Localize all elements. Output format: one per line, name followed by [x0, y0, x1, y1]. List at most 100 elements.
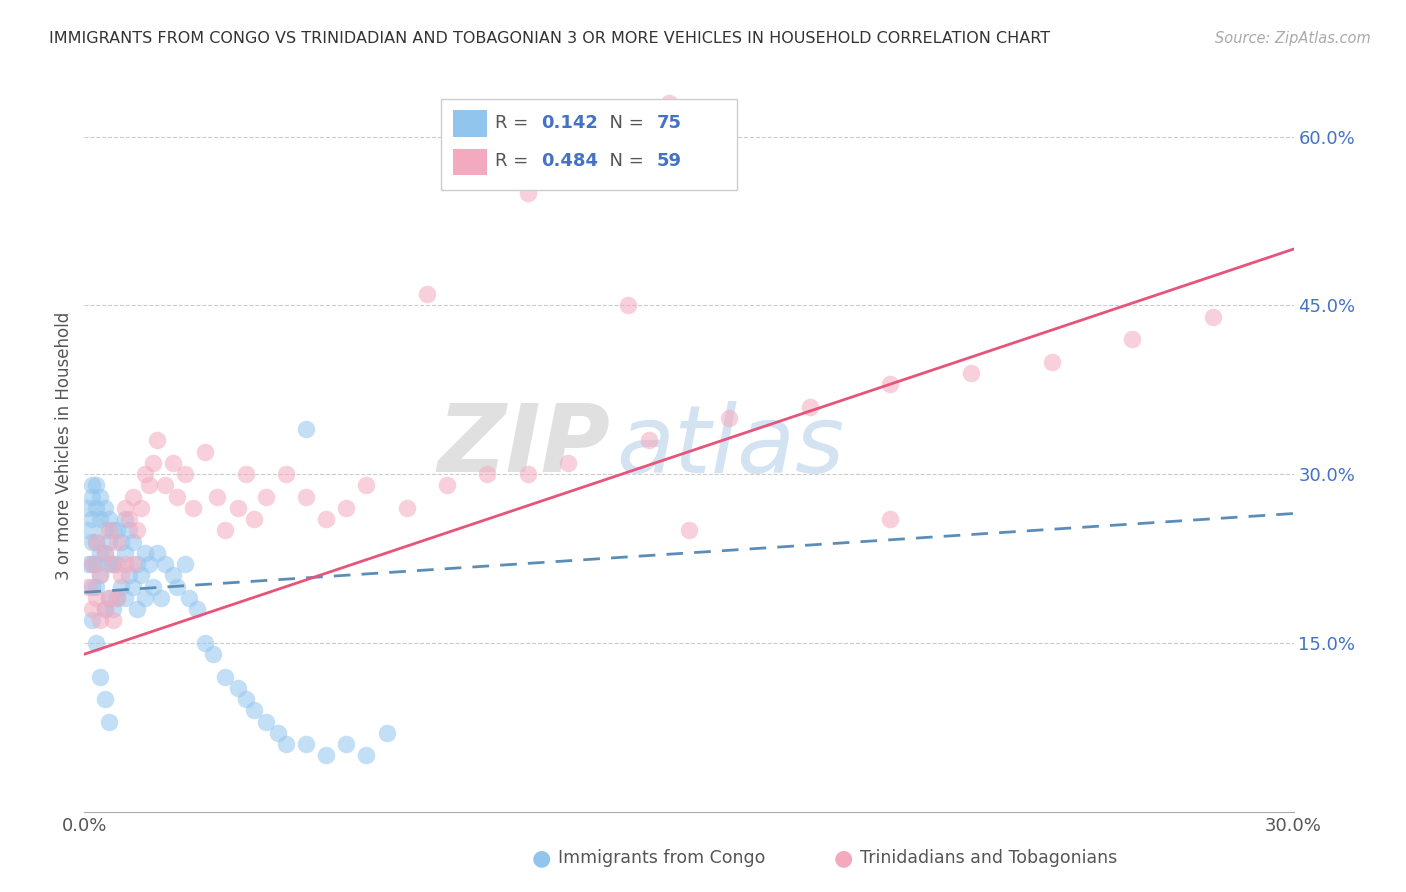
Point — [207, 490, 229, 504]
Point — [235, 692, 257, 706]
Point — [89, 490, 111, 504]
Point — [356, 478, 378, 492]
Point — [114, 546, 136, 560]
Point — [162, 568, 184, 582]
Point — [86, 580, 108, 594]
Point — [86, 534, 108, 549]
Point — [86, 500, 108, 515]
Point — [118, 568, 141, 582]
Text: N =: N = — [599, 113, 650, 132]
Point — [93, 524, 115, 538]
Point — [477, 467, 499, 482]
Point — [1121, 332, 1143, 346]
Point — [121, 557, 143, 571]
Point — [97, 591, 120, 605]
Point — [153, 478, 176, 492]
Point — [226, 500, 249, 515]
Point — [105, 591, 128, 605]
Point — [267, 726, 290, 740]
Point — [77, 524, 100, 538]
Point — [174, 467, 197, 482]
Point — [89, 546, 111, 560]
Point — [186, 602, 208, 616]
Point — [637, 434, 659, 448]
Point — [82, 534, 104, 549]
Point — [356, 748, 378, 763]
Text: N =: N = — [599, 152, 650, 169]
Point — [1040, 354, 1063, 368]
Point — [82, 557, 104, 571]
Point — [105, 557, 128, 571]
Point — [82, 490, 104, 504]
Point — [89, 568, 111, 582]
Point — [335, 737, 357, 751]
Point — [134, 591, 156, 605]
Point — [82, 557, 104, 571]
Point — [97, 714, 120, 729]
Point — [146, 434, 169, 448]
Point — [960, 366, 983, 380]
Point — [101, 602, 124, 616]
Point — [89, 568, 111, 582]
Point — [242, 512, 264, 526]
Text: 0.142: 0.142 — [541, 113, 599, 132]
Point — [254, 714, 277, 729]
Point — [93, 500, 115, 515]
Point — [77, 580, 100, 594]
Point — [93, 692, 115, 706]
Point — [658, 95, 681, 110]
Point — [129, 500, 152, 515]
Point — [718, 410, 741, 425]
Point — [142, 580, 165, 594]
Point — [86, 636, 108, 650]
Point — [77, 557, 100, 571]
Point — [138, 557, 160, 571]
Point — [125, 524, 148, 538]
Point — [97, 557, 120, 571]
Point — [93, 602, 115, 616]
Text: 59: 59 — [657, 152, 682, 169]
Point — [82, 602, 104, 616]
Text: ●: ● — [531, 848, 551, 868]
Point — [110, 534, 132, 549]
Point — [101, 557, 124, 571]
Point — [82, 478, 104, 492]
Point — [110, 580, 132, 594]
Point — [118, 524, 141, 538]
Point — [138, 478, 160, 492]
Point — [118, 512, 141, 526]
Point — [202, 647, 225, 661]
Point — [93, 546, 115, 560]
Point — [174, 557, 197, 571]
Point — [114, 591, 136, 605]
Point — [516, 186, 538, 200]
Point — [125, 557, 148, 571]
Point — [242, 703, 264, 717]
Point — [226, 681, 249, 695]
Point — [86, 478, 108, 492]
FancyBboxPatch shape — [453, 111, 486, 136]
Point — [105, 524, 128, 538]
Point — [114, 500, 136, 515]
Point — [121, 534, 143, 549]
Point — [93, 546, 115, 560]
Point — [162, 456, 184, 470]
Point — [295, 422, 318, 436]
Point — [274, 737, 297, 751]
Text: R =: R = — [495, 152, 534, 169]
Point — [254, 490, 277, 504]
Point — [879, 512, 901, 526]
Point — [89, 614, 111, 628]
Point — [134, 546, 156, 560]
Point — [557, 456, 579, 470]
Point — [86, 591, 108, 605]
Point — [82, 512, 104, 526]
Point — [1202, 310, 1225, 324]
Point — [121, 490, 143, 504]
Text: ZIP: ZIP — [437, 400, 610, 492]
Point — [97, 591, 120, 605]
Point — [153, 557, 176, 571]
Point — [194, 444, 217, 458]
Point — [105, 591, 128, 605]
Point — [89, 512, 111, 526]
